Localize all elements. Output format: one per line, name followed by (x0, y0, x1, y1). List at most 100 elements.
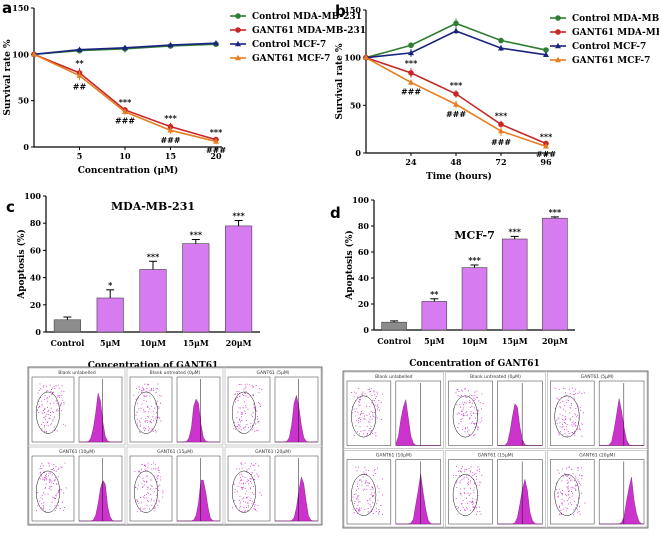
flow-sample-border (547, 450, 648, 528)
scatter-gate (554, 474, 580, 516)
data-point (167, 127, 174, 133)
data-point (408, 79, 414, 85)
flow-sample-5: GANT61 (20μM) (547, 450, 648, 528)
x-tick-label: 10 (119, 151, 131, 161)
legend-label: Control MDA-MB-231 (572, 14, 659, 24)
data-point (453, 101, 459, 107)
flow-sample-label: GANT61 (20μM) (579, 453, 615, 459)
y-axis-label: Survival rate % (335, 43, 345, 120)
flow-sample-border (343, 450, 444, 528)
legend-marker (235, 13, 241, 19)
data-point (76, 72, 83, 78)
bar-0 (381, 321, 407, 331)
sig-marker: ** (430, 289, 439, 299)
chart-d-apoptosis-mcf7: MCF-7 0 20 40 60 80 100 Control ** 5μM *** 10μM *** 1… (344, 195, 575, 369)
y-tick-label: 60 (30, 245, 42, 255)
flow-sample-4: GANT61 (15μM) (126, 446, 224, 525)
legend-label: GANT61 MCF-7 (252, 54, 330, 64)
y-tick-label: 100 (12, 49, 29, 59)
y-tick-label: 100 (344, 53, 361, 63)
flow-sample-label: GANT61 (15μM) (478, 453, 514, 459)
scatter-plot (550, 459, 595, 525)
scatter-dots (453, 387, 484, 436)
bar-1 (421, 301, 448, 331)
data-point (453, 27, 459, 34)
scatter-gate (133, 391, 158, 434)
legend-label: Control MCF-7 (572, 42, 646, 52)
histogram-fill (177, 479, 220, 522)
flow-sample-label: Blank unlabelled (58, 370, 96, 376)
sig-marker-top: ** (75, 58, 84, 68)
flow-sample-border (547, 371, 648, 449)
y-tick-label: 20 (358, 299, 370, 309)
x-axis-label: Time (hours) (426, 171, 492, 182)
flow-sample-label: GANT61 (10μM) (376, 453, 412, 459)
histogram-fill (275, 394, 318, 443)
y-tick-label: 100 (352, 195, 369, 205)
data-point (498, 121, 504, 128)
y-tick-label: 0 (355, 148, 361, 158)
sig-marker-bottom: ### (446, 109, 466, 119)
flow-sample-5: GANT61 (20μM) (224, 446, 322, 525)
flow-sample-border (224, 446, 322, 525)
legend-marker (555, 42, 561, 49)
data-point (498, 44, 504, 51)
sig-marker: * (108, 280, 113, 290)
x-tick-label: 24 (405, 157, 417, 167)
y-tick-label: 80 (358, 221, 370, 231)
data-point (213, 40, 219, 46)
bar-1 (96, 297, 124, 333)
category-label: 10μM (462, 336, 488, 346)
scatter-gate (452, 474, 478, 516)
x-tick-label: 72 (495, 157, 506, 167)
chart-a-survival-concentration: 0 50 100 150 5 10 15 20 Concentration (μM) Surviv… (3, 3, 366, 176)
legend-marker (555, 29, 561, 35)
bar-4 (542, 217, 568, 331)
flow-sample-border (224, 367, 322, 446)
sig-marker: *** (190, 230, 203, 240)
flow-sample-label: GANT61 (5μM) (257, 370, 290, 376)
bar-2 (461, 267, 488, 331)
scatter-dots (233, 383, 263, 433)
sig-marker-top: *** (210, 127, 223, 137)
histogram-fill (395, 473, 441, 525)
flow-sample-border (126, 446, 224, 525)
flow-sample-0: Blank unlabelled (28, 367, 126, 446)
category-label: 20μM (226, 338, 252, 348)
sig-marker-bottom: ### (115, 116, 135, 126)
flow-sample-label: Blank untreated (0μM) (470, 374, 521, 380)
panel-letter-d: d (330, 204, 341, 222)
y-tick-label: 50 (350, 100, 362, 110)
legend-label: GANT61 MDA-MB-231 (572, 28, 659, 38)
panel-letter-a: a (2, 0, 12, 17)
sig-marker-top: *** (405, 58, 418, 68)
scatter-dots (133, 383, 162, 434)
panel-letter-c: c (6, 198, 15, 216)
flow-sample-3: GANT61 (10μM) (343, 450, 444, 528)
y-tick-label: 100 (24, 191, 41, 201)
y-tick-label: 40 (30, 273, 42, 283)
y-tick-label: 60 (358, 247, 370, 257)
y-tick-label: 20 (30, 300, 42, 310)
sig-marker-top: *** (540, 132, 553, 142)
bar-3 (182, 243, 210, 333)
x-axis-label: Concentration (μM) (78, 165, 179, 176)
data-point (408, 70, 414, 76)
scatter-plot (227, 455, 271, 522)
data-point (76, 46, 83, 52)
legend-label: GANT61 MCF-7 (572, 56, 650, 66)
histogram-fill (275, 476, 318, 522)
category-label: 20μM (542, 336, 568, 346)
flow-sample-4: GANT61 (15μM) (445, 450, 546, 528)
flow-sample-label: GANT61 (5μM) (581, 374, 614, 380)
bar-2 (139, 269, 167, 333)
y-tick-label: 0 (23, 142, 29, 152)
scatter-plot (346, 459, 392, 525)
sig-marker: *** (508, 226, 521, 236)
bar-3 (501, 238, 528, 331)
x-tick-label: 20 (210, 151, 222, 161)
scatter-gate (231, 391, 256, 434)
chart-title: MCF-7 (454, 229, 494, 242)
data-point (122, 44, 128, 51)
scatter-dots (232, 462, 262, 512)
